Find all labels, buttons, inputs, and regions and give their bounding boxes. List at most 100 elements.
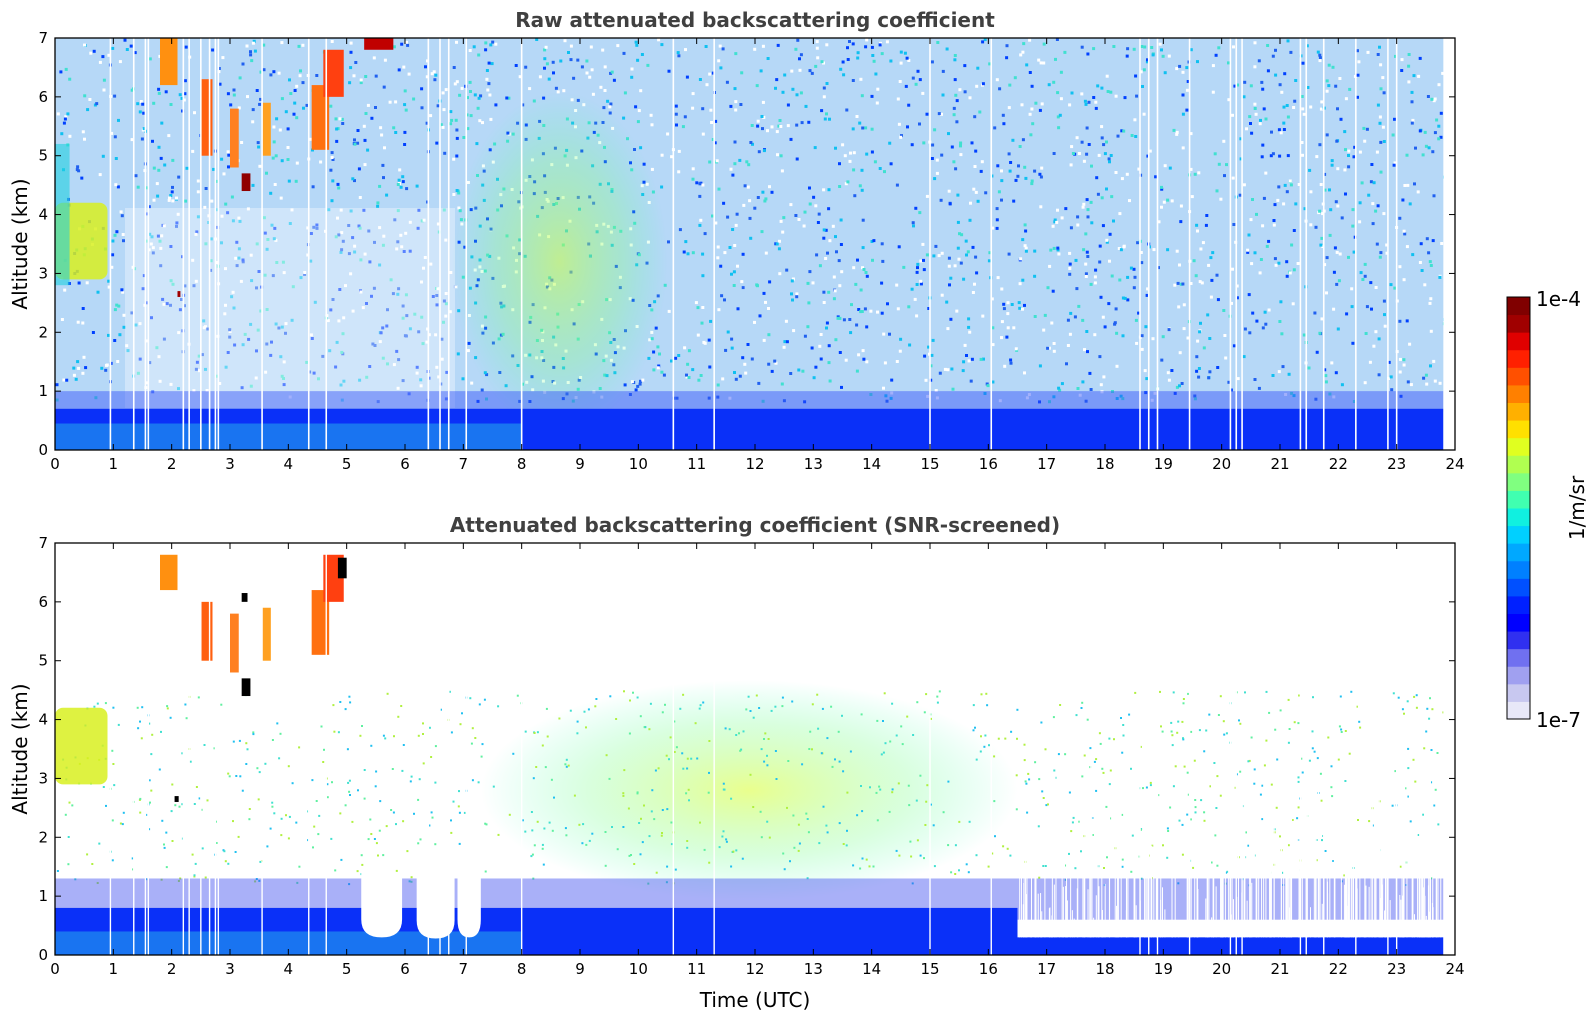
bottom-sparse-speck (1338, 725, 1341, 728)
top-noise-speck (1115, 397, 1119, 400)
top-noise-speck (406, 43, 410, 47)
bottom-sparse-speck (673, 720, 676, 723)
bottom-sparse-speck (68, 801, 71, 804)
top-noise-speck (420, 315, 424, 319)
bottom-sparse-speck (223, 850, 226, 853)
bottom-sparse-speck (516, 694, 519, 697)
bottom-sparse-speck (764, 732, 767, 735)
top-noise-speck (739, 103, 743, 106)
bottom-sparse-speck (587, 708, 590, 711)
bottom-sparse-speck (763, 738, 765, 740)
top-noise-speck (321, 354, 325, 358)
bottom-x-tick-label: 19 (1154, 960, 1173, 978)
bottom-sparse-speck (1169, 806, 1172, 809)
top-noise-speck (825, 112, 828, 116)
top-noise-speck (1291, 302, 1295, 306)
top-noise-speck (437, 375, 441, 379)
top-noise-speck (191, 258, 195, 262)
top-noise-speck (211, 48, 215, 52)
bottom-sparse-speck (181, 752, 184, 755)
top-noise-speck (1042, 328, 1046, 332)
top-noise-speck (780, 382, 784, 386)
bottom-sparse-speck (591, 832, 594, 835)
top-noise-speck (940, 153, 944, 157)
top-noise-speck (378, 340, 382, 344)
top-noise-speck (1248, 331, 1252, 335)
top-noise-speck (192, 284, 196, 288)
top-noise-speck (299, 276, 303, 280)
top-y-tick-label: 2 (38, 323, 48, 341)
top-noise-speck (1378, 121, 1382, 125)
top-noise-speck (381, 356, 385, 360)
top-noise-speck (955, 120, 959, 124)
bottom-sparse-speck (1083, 754, 1086, 757)
top-noise-speck (1325, 291, 1328, 295)
top-noise-speck (257, 145, 261, 149)
bottom-sparse-speck (1042, 797, 1045, 799)
top-noise-speck (1224, 356, 1228, 360)
top-noise-speck (1407, 80, 1411, 84)
top-noise-speck (699, 374, 703, 377)
bottom-sparse-speck (1405, 787, 1408, 790)
top-noise-speck (1170, 199, 1174, 203)
bottom-sparse-speck (747, 695, 750, 698)
top-noise-speck (175, 224, 178, 228)
bottom-sparse-speck (1057, 753, 1060, 756)
top-noise-speck (224, 202, 228, 206)
bottom-sparse-speck (258, 879, 261, 882)
bottom-sparse-speck (337, 731, 340, 734)
bottom-sparse-speck (1417, 834, 1420, 836)
top-noise-speck (795, 123, 799, 127)
bottom-sparse-speck (1098, 732, 1101, 735)
top-noise-speck (351, 177, 355, 181)
top-noise-speck (1316, 50, 1320, 54)
bottom-sparse-speck (623, 769, 626, 772)
top-noise-speck (449, 122, 453, 126)
top-noise-speck (1236, 377, 1240, 381)
top-noise-speck (1172, 128, 1176, 132)
top-noise-speck (817, 212, 821, 216)
bottom-sparse-speck (664, 703, 666, 706)
bottom-sparse-speck (1238, 719, 1240, 722)
top-noise-speck (933, 177, 937, 181)
top-noise-speck (870, 94, 874, 98)
top-noise-speck (908, 343, 912, 347)
top-noise-speck (140, 137, 144, 141)
top-noise-speck (165, 302, 169, 306)
top-noise-speck (195, 360, 199, 364)
bottom-sparse-speck (679, 707, 682, 710)
bottom-sparse-speck (721, 835, 724, 838)
top-noise-speck (749, 141, 753, 144)
top-noise-speck (783, 73, 787, 77)
top-noise-speck (151, 390, 155, 394)
top-noise-speck (423, 256, 427, 259)
top-noise-speck (757, 150, 761, 154)
bottom-sparse-speck (1016, 737, 1018, 740)
top-noise-speck (971, 245, 975, 249)
top-noise-speck (940, 112, 943, 116)
bottom-sparse-speck (471, 727, 474, 730)
top-noise-speck (1000, 198, 1003, 202)
top-noise-speck (1151, 337, 1155, 341)
top-noise-speck (922, 258, 925, 262)
bottom-aerosol-plume (480, 680, 1018, 901)
top-noise-speck (921, 242, 925, 246)
top-noise-speck (1357, 60, 1361, 64)
bottom-sparse-speck (774, 705, 777, 708)
top-noise-speck (1085, 198, 1089, 202)
bottom-x-tick-label: 12 (745, 960, 764, 978)
top-noise-speck (919, 279, 923, 283)
top-noise-speck (1361, 278, 1365, 281)
bottom-x-tick-label: 14 (862, 960, 881, 978)
top-noise-speck (733, 162, 737, 166)
top-noise-speck (1081, 318, 1085, 322)
top-noise-speck (716, 395, 720, 399)
bottom-sparse-speck (1081, 701, 1084, 704)
top-noise-speck (1351, 341, 1355, 345)
top-noise-speck (1090, 164, 1093, 168)
top-noise-speck (1387, 360, 1391, 364)
top-noise-speck (1143, 369, 1147, 373)
top-noise-speck (397, 178, 401, 182)
top-noise-speck (1400, 58, 1404, 62)
top-noise-speck (113, 308, 117, 312)
